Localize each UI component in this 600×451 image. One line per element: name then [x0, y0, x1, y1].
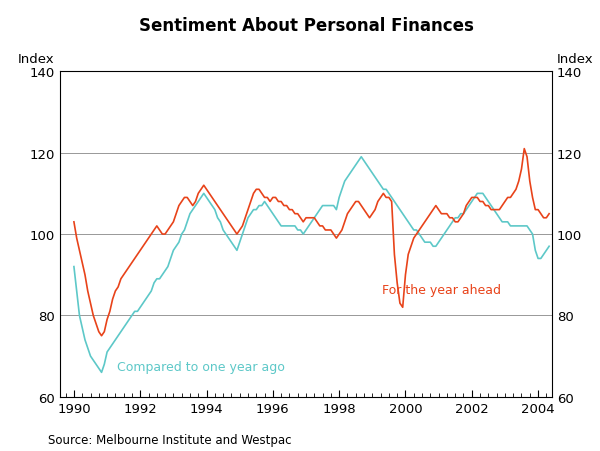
- Text: Index: Index: [18, 53, 55, 66]
- Text: Index: Index: [557, 53, 594, 66]
- Text: Source: Melbourne Institute and Westpac: Source: Melbourne Institute and Westpac: [48, 433, 292, 446]
- Text: For the year ahead: For the year ahead: [382, 283, 501, 296]
- Title: Sentiment About Personal Finances: Sentiment About Personal Finances: [139, 17, 473, 35]
- Text: Compared to one year ago: Compared to one year ago: [117, 360, 285, 373]
